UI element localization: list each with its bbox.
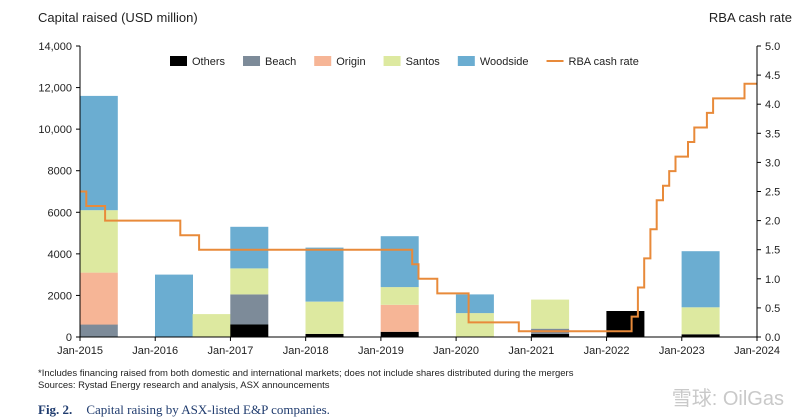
legend-swatch-others: [170, 56, 187, 66]
x-tick-label: Jan-2021: [508, 345, 554, 357]
left-tick-label: 14,000: [38, 41, 72, 53]
right-tick-label: 4.0: [765, 99, 780, 111]
x-tick-label: Jan-2022: [584, 345, 630, 357]
axes-layer: 0 2000 4000 6000 8000 10,000 12,000 14,000 0.0 0.…: [38, 41, 780, 357]
right-tick-label: 5.0: [765, 41, 780, 53]
left-tick-label: 12,000: [38, 83, 72, 95]
right-tick-label: 3.0: [765, 157, 780, 169]
bar-segment-santos-0: [79, 210, 118, 273]
bar-segment-santos-7: [531, 299, 570, 329]
x-tick-label: Jan-2019: [358, 345, 404, 357]
left-tick-label: 0: [66, 332, 72, 344]
bar-segment-others-5: [380, 331, 419, 337]
legend-swatch-beach: [243, 56, 261, 66]
left-axis-label: Capital raised (USD million): [38, 10, 198, 25]
legend-label-others: Others: [192, 56, 226, 68]
x-tick-label: Jan-2017: [208, 345, 254, 357]
bar-segment-woodside-1: [155, 274, 193, 337]
bar-segment-others-7: [531, 333, 570, 337]
right-tick-label: 1.0: [765, 274, 780, 286]
legend-label-beach: Beach: [265, 56, 296, 68]
legend-swatch-woodside: [457, 56, 475, 66]
footnote-includes: *Includes financing raised from both dom…: [38, 368, 574, 379]
bar-segment-santos-9: [681, 307, 720, 335]
bar-segment-woodside-3: [230, 226, 269, 269]
bar-segment-woodside-4: [305, 247, 344, 302]
watermark: 雪球: OilGas: [671, 388, 784, 410]
bar-segment-woodside-6: [455, 294, 494, 314]
legend-label-origin: Origin: [336, 56, 365, 68]
x-tick-label: Jan-2020: [433, 345, 479, 357]
bar-segment-santos-6: [455, 313, 494, 337]
right-tick-label: 0.0: [765, 332, 780, 344]
footnote-sources: Sources: Rystad Energy research and anal…: [38, 380, 330, 391]
bar-segment-santos-5: [380, 287, 419, 305]
bar-segment-others-4: [305, 333, 344, 337]
bars-layer: [79, 95, 720, 337]
figure-caption: Fig. 2. Capital raising by ASX-listed E&P…: [38, 402, 330, 418]
bar-segment-beach-0: [79, 324, 118, 337]
figure-caption-text: Capital raising by ASX-listed E&P compan…: [86, 402, 330, 417]
right-axis-label: RBA cash rate: [709, 10, 792, 25]
left-tick-label: 4000: [48, 249, 72, 261]
right-tick-label: 2.5: [765, 187, 780, 199]
bar-segment-santos-2: [192, 314, 231, 337]
bar-segment-origin-5: [380, 304, 419, 332]
x-tick-label: Jan-2023: [659, 345, 705, 357]
legend-label-santos: Santos: [406, 56, 441, 68]
left-tick-label: 6000: [48, 207, 72, 219]
bar-segment-santos-4: [305, 301, 344, 334]
x-tick-label: Jan-2024: [734, 345, 780, 357]
legend-swatch-origin: [314, 56, 332, 66]
bar-segment-beach-3: [230, 294, 269, 325]
chart: Capital raised (USD million) RBA cash ra…: [38, 10, 792, 357]
rba-cash-rate-line: [80, 82, 757, 333]
right-tick-label: 3.5: [765, 128, 780, 140]
right-tick-label: 0.5: [765, 303, 780, 315]
left-tick-label: 10,000: [38, 124, 72, 136]
bar-segment-woodside-9: [681, 251, 720, 308]
left-tick-label: 8000: [48, 166, 72, 178]
bar-segment-santos-3: [230, 268, 269, 295]
x-tick-label: Jan-2018: [283, 345, 329, 357]
right-tick-label: 2.0: [765, 216, 780, 228]
bar-segment-others-9: [681, 334, 720, 337]
left-tick-label: 2000: [48, 290, 72, 302]
x-tick-label: Jan-2015: [57, 345, 103, 357]
right-tick-label: 1.5: [765, 245, 780, 257]
rate-line-layer: [80, 82, 757, 333]
right-tick-label: 4.5: [765, 70, 780, 82]
legend: Others Beach Origin Santos Woodside RBA cash …: [170, 56, 639, 68]
bar-segment-origin-0: [79, 272, 118, 325]
legend-label-rba-cash-rate: RBA cash rate: [569, 56, 639, 68]
legend-label-woodside: Woodside: [480, 56, 529, 68]
x-tick-label: Jan-2016: [132, 345, 178, 357]
bar-segment-others-3: [230, 324, 269, 337]
legend-swatch-santos: [383, 56, 401, 66]
figure-label: Fig. 2.: [38, 402, 73, 417]
